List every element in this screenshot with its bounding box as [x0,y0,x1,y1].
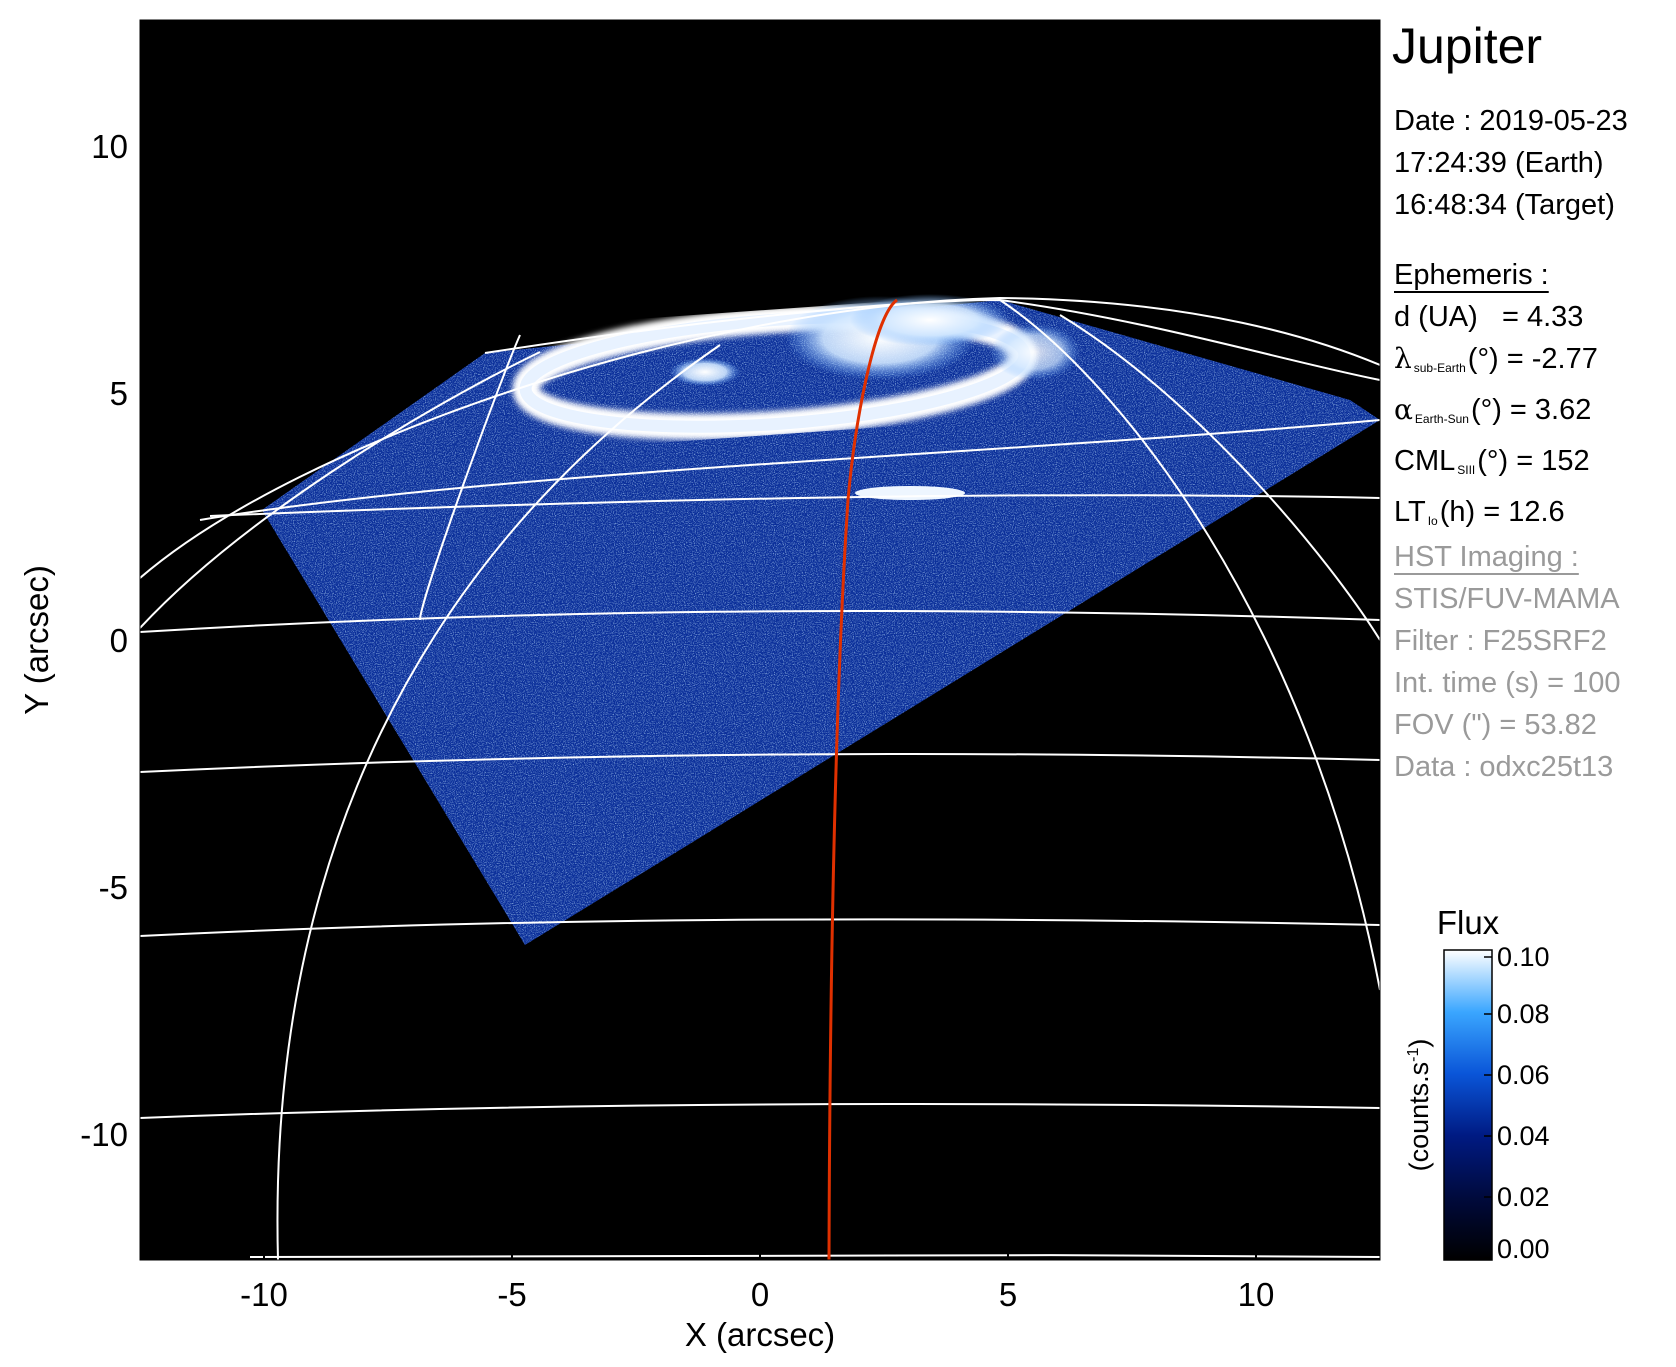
hst-block: HST Imaging : STIS/FUV-MAMA Filter : F25… [1394,536,1620,788]
x-tick-label: -10 [240,1276,288,1313]
y-ticks [140,145,152,1135]
phase-angle-line: α Earth-Sun(°) = 3.62 [1394,393,1592,426]
fov-line: FOV (") = 53.82 [1394,709,1597,741]
y-tick-label: -5 [99,869,128,906]
date-block: Date : 2019-05-23 17:24:39 (Earth) 16:48… [1394,100,1628,226]
x-axis-title: X (arcsec) [685,1316,835,1353]
colorbar [1443,949,1493,1261]
filter-line: Filter : F25SRF2 [1394,625,1607,657]
instrument-line: STIS/FUV-MAMA [1394,583,1620,615]
data-id-line: Data : odxc25t13 [1394,751,1614,783]
x-tick-label: 10 [1238,1276,1275,1313]
x-tick-label: -5 [497,1276,526,1313]
ephemeris-block: Ephemeris : d (UA) = 4.33 λ sub-Earth(°) … [1394,254,1598,542]
planet-title: Jupiter [1392,18,1543,74]
emission-noise [262,300,1380,945]
distance-line: d (UA) = 4.33 [1394,301,1584,333]
x-tick-label: 5 [999,1276,1017,1313]
x-ticks [263,1248,1257,1260]
planet-grid [140,296,1380,1260]
y-tick-label: 0 [110,622,128,659]
auroral-oval [512,294,1080,500]
sub-earth-latitude-line: λ sub-Earth(°) = -2.77 [1394,342,1598,375]
colorbar-tick-label: 0.10 [1497,942,1550,972]
colorbar-unit-label: (counts.s-1) [1404,1039,1434,1172]
y-axis-title: Y (arcsec) [18,565,55,715]
date-line: Date : 2019-05-23 [1394,105,1628,137]
integration-time-line: Int. time (s) = 100 [1394,667,1621,699]
y-tick-label: -10 [80,1116,128,1153]
colorbar-tick-label: 0.08 [1497,999,1550,1029]
colorbar-ticks [1484,956,1492,1259]
colorbar-tick-label: 0.02 [1497,1182,1550,1212]
colorbar-tick-label: 0.06 [1497,1060,1550,1090]
y-tick-label: 5 [110,375,128,412]
y-tick-label: 10 [91,128,128,165]
footprint-curve [827,298,898,1260]
cml-line: CML SIII(°) = 152 [1394,445,1590,477]
hst-heading: HST Imaging : [1394,541,1579,573]
colorbar-tick-label: 0.04 [1497,1121,1550,1151]
colorbar-tick-label: 0.00 [1497,1234,1550,1264]
colorbar-title: Flux [1437,904,1500,941]
ephemeris-heading: Ephemeris : [1394,259,1549,291]
earth-time-line: 17:24:39 (Earth) [1394,147,1604,179]
x-tick-label: 0 [751,1276,769,1313]
target-time-line: 16:48:34 (Target) [1394,189,1615,221]
local-time-line: LT Io(h) = 12.6 [1394,496,1565,528]
